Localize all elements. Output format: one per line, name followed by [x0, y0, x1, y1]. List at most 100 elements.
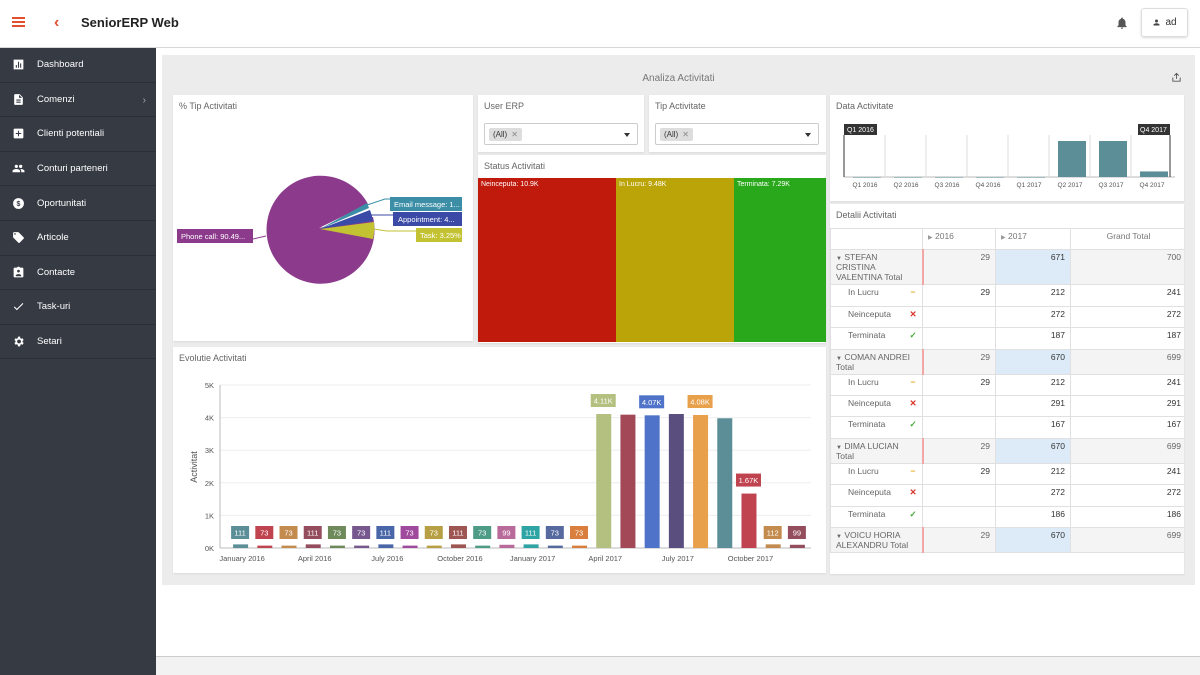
tip-activitate-combo[interactable]: (All) ✕ [655, 123, 819, 145]
data-label: 73 [357, 529, 365, 538]
evolutie-bar[interactable] [281, 545, 297, 548]
y-tick-label: 4K [205, 414, 214, 423]
range-bar[interactable] [1058, 141, 1086, 177]
range-start-label: Q1 2016 [847, 127, 874, 134]
pivot-cell: 241 [1070, 462, 1184, 486]
evolutie-bar[interactable] [572, 545, 588, 548]
evolutie-bar[interactable] [450, 544, 466, 548]
pivot-cell: 29 [922, 437, 996, 464]
range-bar[interactable] [1140, 171, 1168, 177]
data-label-bg [545, 526, 564, 539]
evolutie-bar[interactable] [305, 544, 321, 548]
remove-tag-icon[interactable]: ✕ [511, 130, 518, 139]
y-tick-label: 3K [205, 446, 214, 455]
evolutie-bar[interactable] [475, 545, 491, 548]
nav-clienti-potentiali[interactable]: Clienti potentiali [0, 117, 156, 152]
nav-task-uri[interactable]: Task-uri [0, 290, 156, 325]
x-tick-label: April 2017 [588, 554, 622, 563]
nav-articole[interactable]: Articole [0, 221, 156, 256]
evolutie-bar[interactable] [547, 545, 563, 548]
range-end-label: Q4 2017 [1140, 127, 1167, 134]
nav-contacte[interactable]: Contacte [0, 256, 156, 291]
pivot-cell: 671 [995, 249, 1071, 286]
range-bar[interactable] [935, 176, 963, 178]
evolutie-bar[interactable] [644, 415, 660, 548]
range-selector-chart[interactable]: Q1 2016 Q2 2016 Q3 2016 Q4 2016 Q1 2017 Q2 20… [830, 95, 1184, 201]
user-menu-button[interactable]: ad [1141, 8, 1188, 37]
range-bar[interactable] [894, 176, 922, 178]
pie-panel: % Tip Activitati Phone call: 90.49... Em… [173, 95, 473, 341]
range-bar[interactable] [1099, 141, 1127, 177]
evolutie-bar[interactable] [499, 544, 515, 548]
pivot-row: Terminata ✓ 186 186 [830, 505, 1184, 528]
nav-setari[interactable]: Setari [0, 325, 156, 360]
back-chevron-icon[interactable]: ‹ [54, 14, 60, 31]
evolutie-bar[interactable] [668, 414, 684, 548]
range-tick-label: Q3 2017 [1099, 182, 1124, 189]
pie-slice-phone[interactable] [266, 175, 375, 284]
pivot-cell: 29 [922, 284, 996, 307]
pivot-cell: 29 [922, 526, 996, 553]
nav-comenzi[interactable]: Comenzi › [0, 83, 156, 118]
evolutie-bar[interactable] [741, 493, 757, 548]
treemap-in-lucru[interactable]: In Lucru: 9.48K [616, 178, 734, 342]
nav-conturi-parteneri[interactable]: Conturi parteneri [0, 152, 156, 187]
data-label: 112 [767, 529, 779, 538]
y-axis-label: Activitat [189, 451, 199, 483]
data-label-bg [735, 473, 761, 487]
export-icon[interactable] [1171, 72, 1182, 83]
evolutie-bar[interactable] [789, 544, 805, 548]
data-label: 73 [405, 529, 413, 538]
range-bar[interactable] [976, 176, 1004, 178]
range-bar[interactable] [1017, 176, 1045, 178]
checkmark-icon [13, 303, 24, 311]
user-erp-combo[interactable]: (All) ✕ [484, 123, 638, 145]
pie-slice-task[interactable] [320, 222, 375, 239]
range-bar[interactable] [853, 176, 881, 178]
evolutie-bar[interactable] [426, 545, 442, 548]
pivot-cell: 212 [995, 373, 1071, 396]
pivot-cell: 29 [922, 348, 996, 375]
evolutie-bar[interactable] [523, 544, 539, 548]
data-label-bg [497, 526, 516, 539]
evolutie-bar[interactable] [378, 544, 394, 548]
evolutie-bar[interactable] [402, 545, 418, 548]
col-2016[interactable]: ▶ 2016 [922, 227, 996, 251]
pivot-cell: 272 [1070, 305, 1184, 329]
data-label-bg [590, 394, 616, 408]
pivot-total-row: ▼ DIMA LUCIAN Total 29 670 699 [830, 437, 1184, 464]
status-icon: − [910, 465, 916, 476]
pivot-cell: 167 [1070, 416, 1184, 439]
evolutie-bar[interactable] [233, 544, 249, 548]
nav-oportunitati[interactable]: $ Oportunitati [0, 186, 156, 221]
pivot-cell: 272 [995, 484, 1071, 507]
data-label-bg [521, 526, 540, 539]
col-2017[interactable]: ▶ 2017 [995, 227, 1071, 251]
hamburger-menu-icon[interactable] [12, 17, 25, 27]
status-icon: ✕ [909, 397, 917, 408]
evolutie-bar[interactable] [620, 414, 636, 548]
evolutie-bar[interactable] [329, 545, 345, 548]
evolutie-bar[interactable] [765, 544, 781, 548]
dropdown-caret-icon[interactable] [624, 133, 630, 137]
evolutie-bar[interactable] [717, 418, 733, 548]
remove-tag-icon[interactable]: ✕ [682, 130, 689, 139]
pie-slice-appointment[interactable] [320, 210, 373, 229]
evolutie-bar[interactable] [693, 414, 709, 548]
dropdown-caret-icon[interactable] [805, 133, 811, 137]
evolutie-bar[interactable] [596, 414, 612, 548]
top-bar: ‹ SeniorERP Web ad [0, 0, 1200, 48]
evolutie-bar[interactable] [354, 545, 370, 548]
pivot-cell: 291 [1070, 394, 1184, 418]
dashboard: Analiza Activitati % Tip Activitati Phon… [162, 55, 1195, 585]
pivot-cell: 29 [922, 462, 996, 486]
evolutie-bar[interactable] [257, 545, 273, 548]
nav-dashboard[interactable]: Dashboard [0, 48, 156, 83]
treemap-terminata[interactable]: Terminata: 7.29K [734, 178, 826, 342]
treemap-neinceputa[interactable]: Neinceputa: 10.9K [478, 178, 616, 342]
x-tick-label: October 2017 [728, 554, 773, 563]
pie-slice-email[interactable] [320, 203, 369, 229]
bell-icon[interactable] [1115, 15, 1129, 31]
pivot-cell [922, 505, 996, 528]
pivot-cell: 670 [995, 526, 1071, 553]
